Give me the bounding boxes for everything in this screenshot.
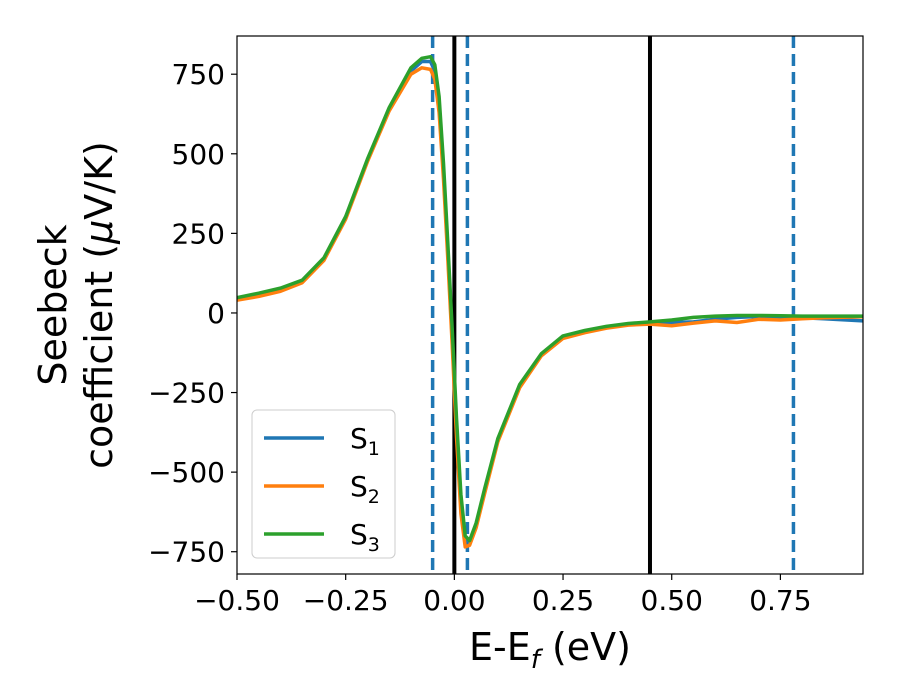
legend-box	[251, 409, 396, 559]
y-tick-label: −750	[148, 536, 225, 569]
x-tick-label: 0.25	[532, 584, 594, 617]
y-tick-label: 750	[172, 58, 225, 91]
x-axis: −0.50 −0.25 0.00 0.25 0.50 0.75	[194, 574, 812, 617]
y-tick-label: 500	[172, 138, 225, 171]
y-tick-label: −250	[148, 377, 225, 410]
legend-label-s3: S3	[350, 518, 380, 556]
y-tick-label: 0	[207, 297, 225, 330]
series-group	[237, 54, 863, 549]
x-tick-label: −0.50	[194, 584, 280, 617]
y-axis: 750 500 250 0 −250 −500 −750	[148, 58, 237, 569]
x-tick-label: 0.75	[749, 584, 811, 617]
x-axis-title: E-Ef (eV)	[469, 625, 631, 675]
x-tick-label: −0.25	[303, 584, 389, 617]
y-tick-label: 250	[172, 217, 225, 250]
x-tick-label: 0.50	[641, 584, 703, 617]
y-tick-label: −500	[148, 456, 225, 489]
x-tick-label: 0.00	[423, 584, 485, 617]
legend-label-s2: S2	[350, 470, 380, 508]
y-axis-title-line2: coefficient (μV/K)	[77, 141, 121, 469]
y-axis-title-line1: Seebeck	[31, 224, 75, 385]
legend: S1 S2 S3	[251, 409, 396, 559]
series-line-s3	[237, 54, 863, 543]
plot-frame	[236, 35, 864, 575]
legend-label-s1: S1	[350, 422, 380, 460]
reference-lines	[430, 36, 796, 574]
